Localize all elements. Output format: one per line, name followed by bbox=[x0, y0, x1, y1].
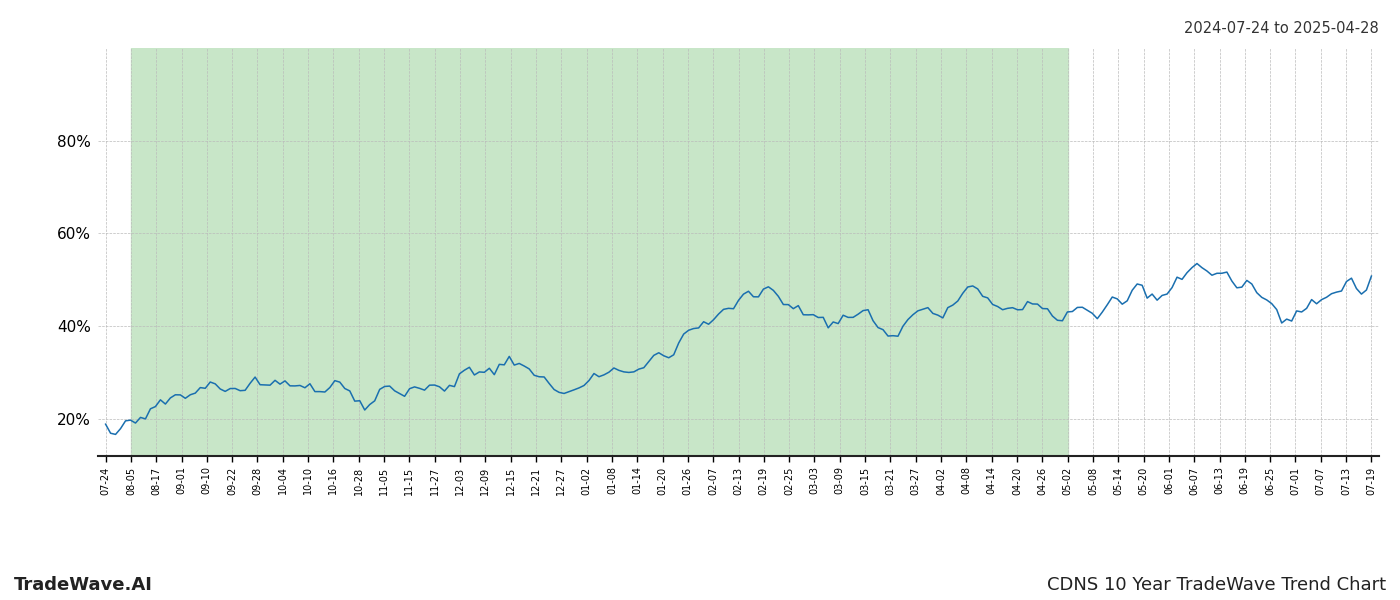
Text: CDNS 10 Year TradeWave Trend Chart: CDNS 10 Year TradeWave Trend Chart bbox=[1047, 576, 1386, 594]
Text: 2024-07-24 to 2025-04-28: 2024-07-24 to 2025-04-28 bbox=[1184, 21, 1379, 36]
Text: TradeWave.AI: TradeWave.AI bbox=[14, 576, 153, 594]
Bar bbox=[132, 48, 1068, 456]
